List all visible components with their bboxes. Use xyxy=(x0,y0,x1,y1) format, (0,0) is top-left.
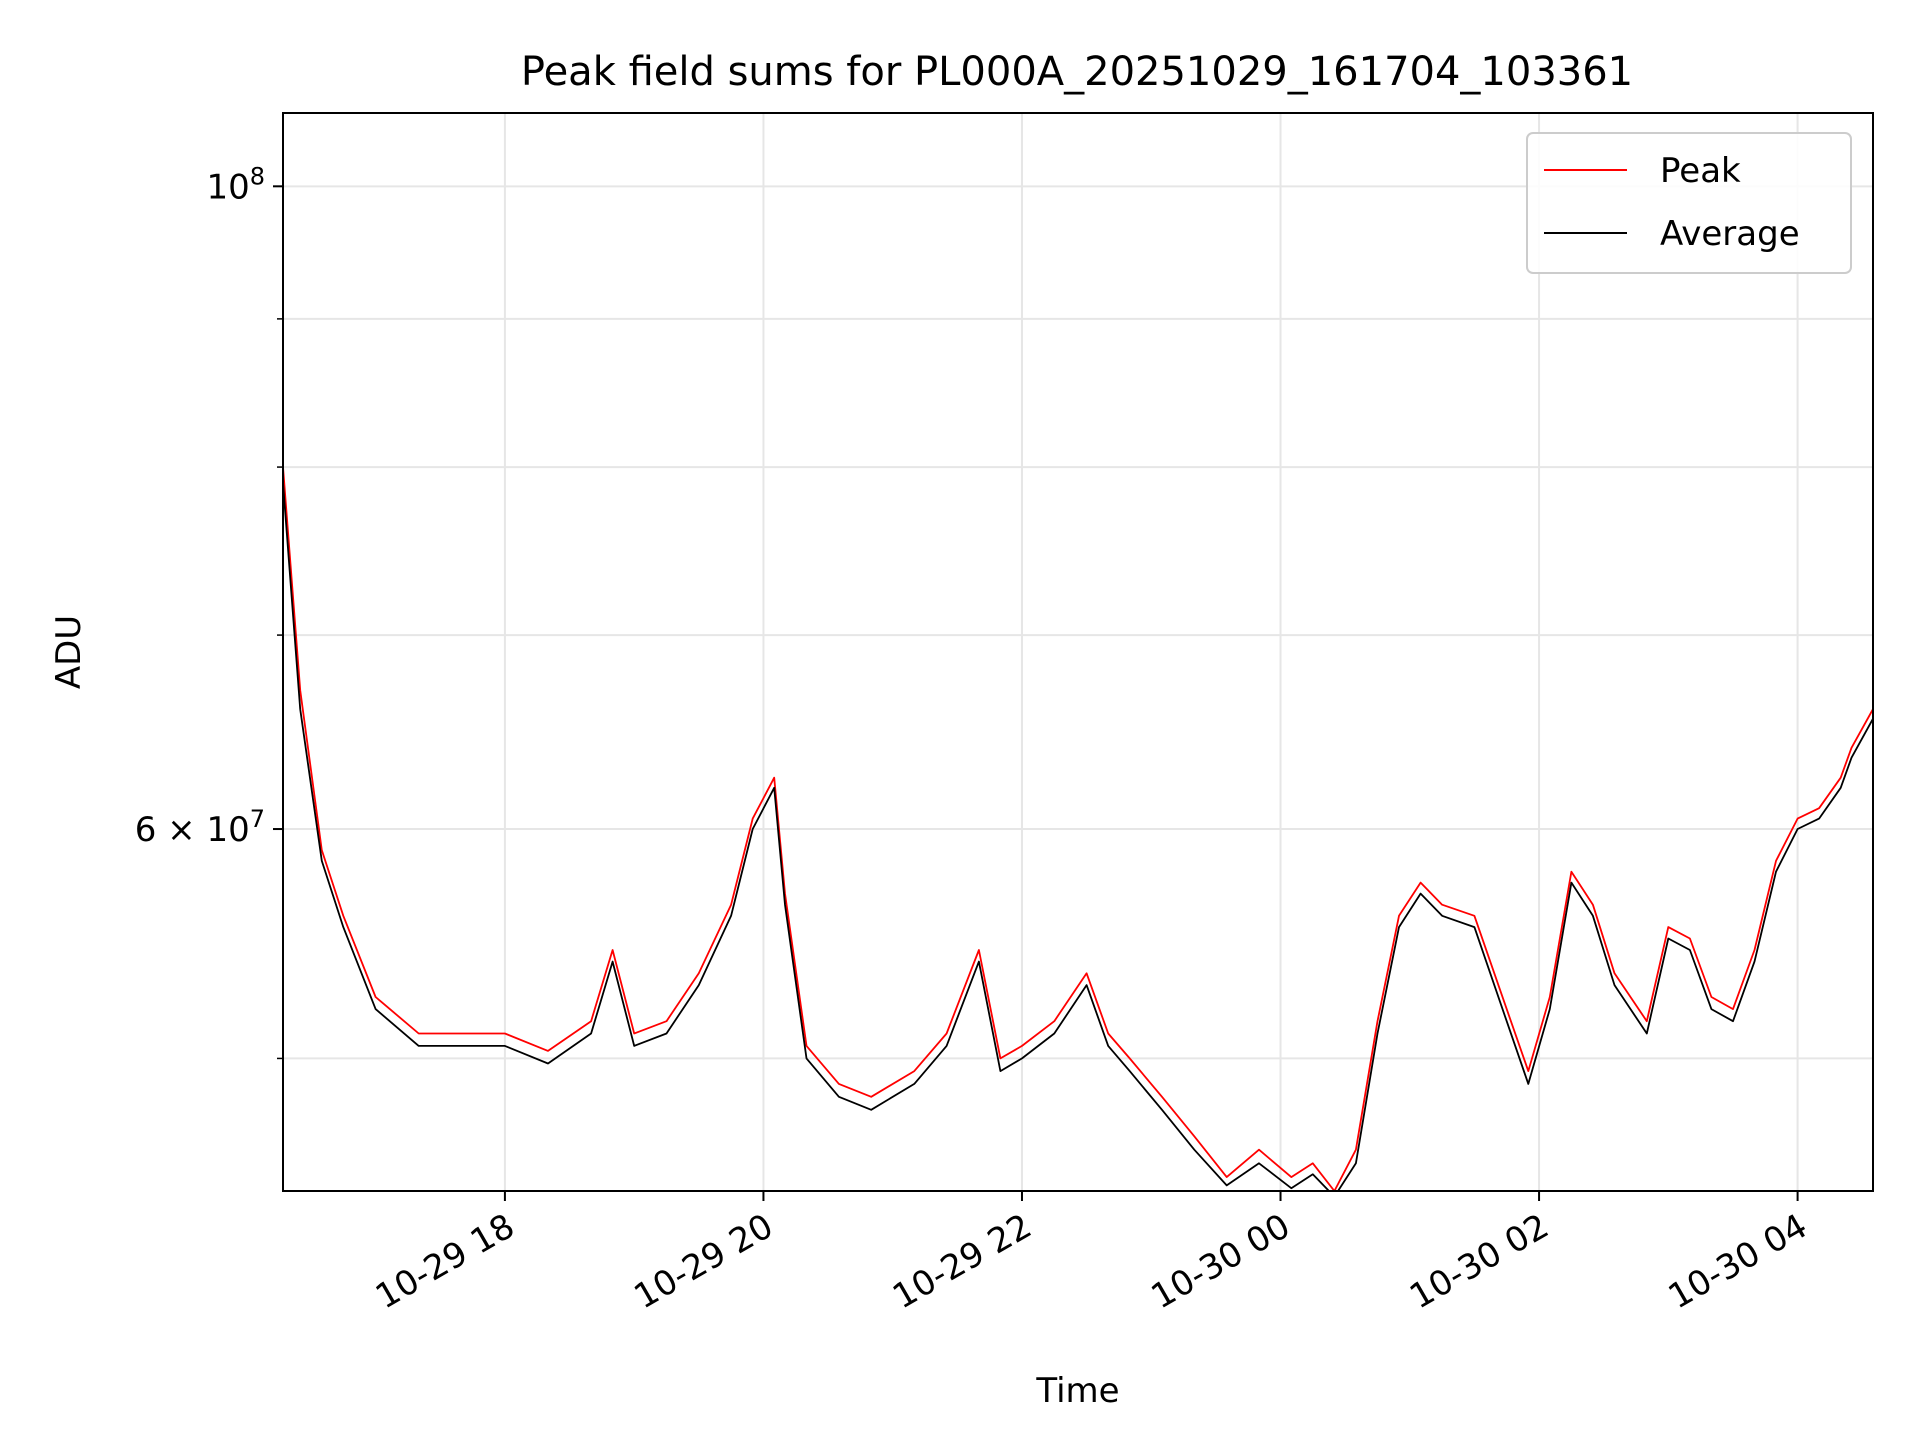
legend-box xyxy=(1526,132,1852,274)
plot-area xyxy=(282,112,1874,1192)
grid-lines xyxy=(283,113,1873,1191)
plot-frame xyxy=(282,112,1874,1192)
y-axis-label: ADU xyxy=(49,615,89,689)
legend-label-average: Average xyxy=(1660,214,1800,254)
legend-label-peak: Peak xyxy=(1660,151,1741,191)
chart-title: Peak field sums for PL000A_20251029_1617… xyxy=(521,49,1633,95)
series-line-peak xyxy=(283,467,1873,1191)
y-tick-label: 108 xyxy=(206,162,265,207)
series-line-average xyxy=(283,482,1873,1191)
series-layer xyxy=(283,467,1873,1191)
x-axis-label: Time xyxy=(1035,1371,1119,1411)
y-axis: 108 6 × 107 xyxy=(135,162,283,1060)
y-tick-label: 6 × 107 xyxy=(135,805,265,850)
legend: Peak Average xyxy=(1526,132,1852,274)
